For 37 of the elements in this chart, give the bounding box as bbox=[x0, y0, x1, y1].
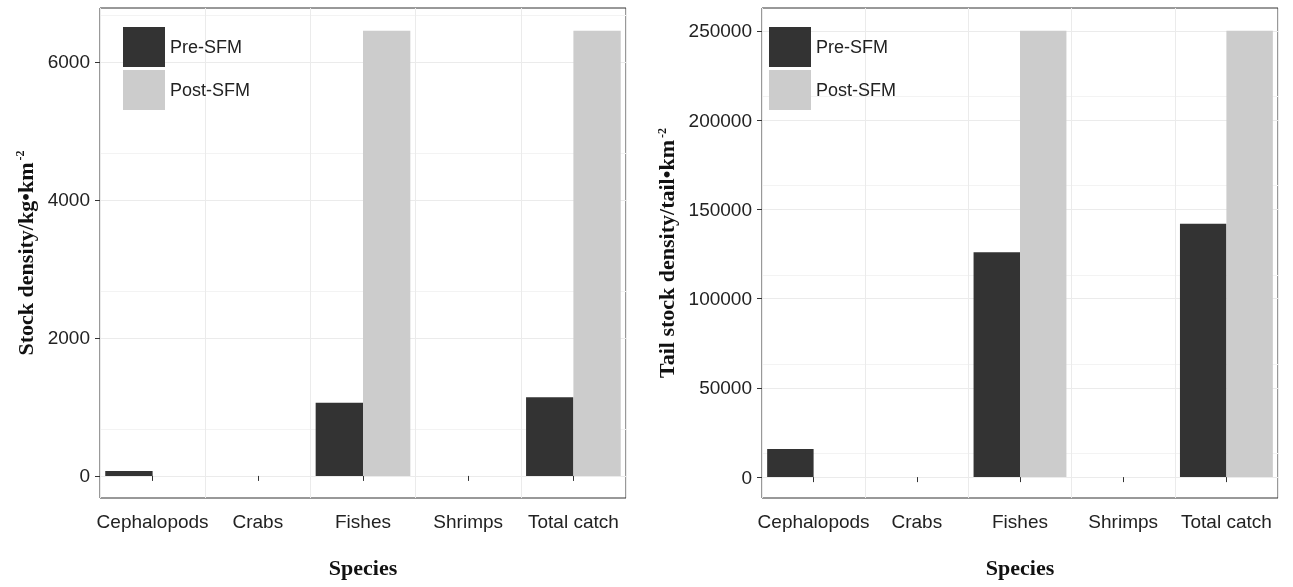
y-tick-label: 200000 bbox=[688, 109, 752, 131]
y-tick-label: 0 bbox=[741, 466, 752, 488]
y-axis-title: Stock density/kg•km-2 bbox=[12, 150, 38, 356]
y-tick-label: 150000 bbox=[688, 198, 752, 220]
legend-label: Post-SFM bbox=[170, 80, 251, 100]
y-tick-label: 250000 bbox=[688, 20, 752, 42]
y-tick-label: 100000 bbox=[688, 288, 752, 310]
x-tick-label: Total catch bbox=[527, 511, 619, 532]
y-axis-title: Tail stock density/tail•km-2 bbox=[654, 128, 680, 378]
bar bbox=[363, 30, 411, 476]
bar bbox=[1226, 30, 1273, 478]
legend-label: Pre-SFM bbox=[816, 37, 888, 57]
x-tick-label: Shrimps bbox=[1088, 511, 1159, 532]
bar bbox=[767, 448, 814, 478]
y-tick-label: 6000 bbox=[47, 51, 90, 73]
x-tick-label: Fishes bbox=[335, 511, 391, 532]
bar bbox=[1179, 223, 1227, 478]
x-tick-label: Fishes bbox=[992, 511, 1048, 532]
x-tick-label: Crabs bbox=[891, 511, 943, 532]
bar bbox=[573, 30, 621, 476]
x-axis-title: Species bbox=[328, 554, 398, 580]
y-tick-label: 2000 bbox=[47, 327, 90, 349]
bar bbox=[315, 402, 363, 476]
bar bbox=[526, 397, 574, 476]
y-tick-label: 4000 bbox=[47, 189, 90, 211]
y-tick-label: 50000 bbox=[699, 377, 752, 399]
legend-label: Post-SFM bbox=[816, 80, 897, 100]
x-tick-label: Shrimps bbox=[433, 511, 504, 532]
x-tick-label: Total catch bbox=[1180, 511, 1272, 532]
x-axis-title: Species bbox=[985, 554, 1055, 580]
x-tick-label: Cephalopods bbox=[757, 511, 870, 532]
x-tick-label: Cephalopods bbox=[96, 511, 209, 532]
bar bbox=[1020, 30, 1067, 478]
bar bbox=[973, 252, 1020, 478]
y-tick-label: 0 bbox=[79, 465, 90, 487]
legend-label: Pre-SFM bbox=[170, 37, 242, 57]
x-tick-label: Crabs bbox=[232, 511, 284, 532]
